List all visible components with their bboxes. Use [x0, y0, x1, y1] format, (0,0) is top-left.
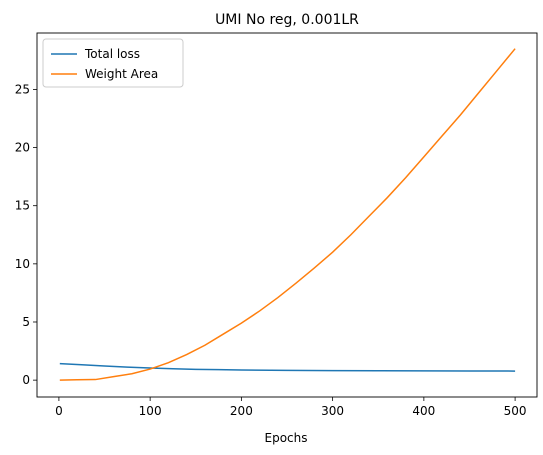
legend-label-2: Weight Area — [85, 67, 158, 81]
series-line-1 — [59, 362, 516, 372]
x-tick-label: 100 — [139, 404, 162, 418]
y-tick-label: 0 — [22, 373, 30, 387]
plot-area — [59, 48, 516, 381]
chart-title: UMI No reg, 0.001LR — [215, 12, 359, 28]
x-tick-label: 400 — [412, 404, 435, 418]
y-tick-label: 25 — [15, 82, 30, 96]
x-axis-label: Epochs — [265, 431, 308, 445]
x-axis: 0 100 200 300 400 500 — [55, 397, 527, 418]
x-tick-label: 200 — [230, 404, 253, 418]
y-tick-label: 10 — [15, 257, 30, 271]
series-line-2 — [59, 48, 516, 381]
legend: Total loss Weight Area — [42, 38, 184, 88]
legend-label-1: Total loss — [84, 47, 140, 61]
y-tick-label: 5 — [22, 315, 30, 329]
legend-box — [42, 38, 184, 88]
axes-frame — [36, 32, 538, 398]
x-tick-label: 0 — [55, 404, 63, 418]
x-tick-label: 500 — [504, 404, 527, 418]
y-tick-label: 15 — [15, 199, 30, 213]
y-tick-label: 20 — [15, 141, 30, 155]
x-tick-label: 300 — [321, 404, 344, 418]
y-axis: 0 5 10 15 20 25 — [15, 82, 37, 387]
